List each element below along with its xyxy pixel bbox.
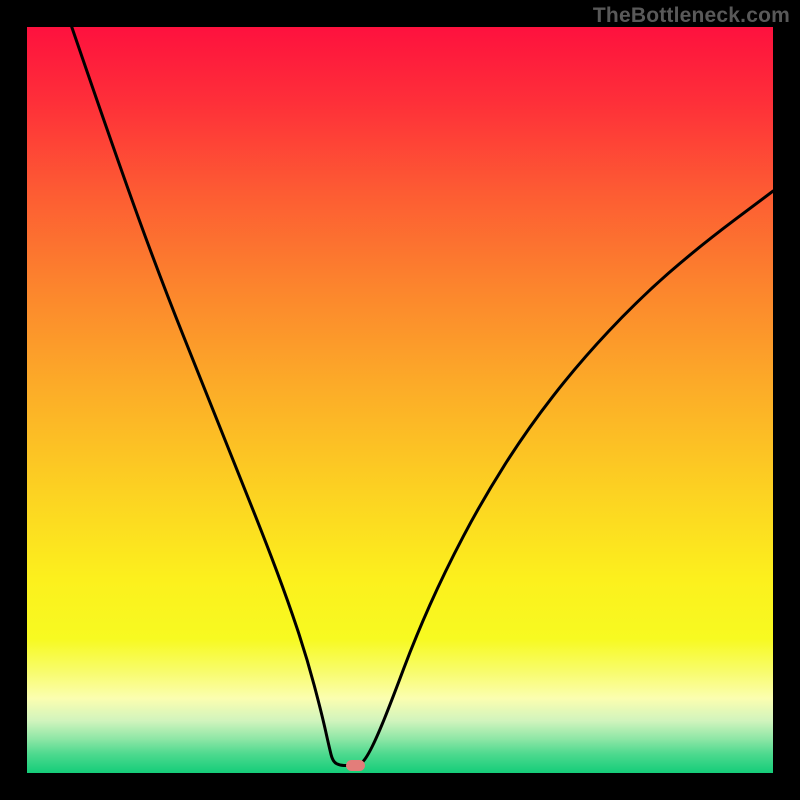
watermark-text: TheBottleneck.com xyxy=(593,4,790,28)
optimum-point-marker xyxy=(346,760,365,770)
chart-outer-frame: TheBottleneck.com xyxy=(0,0,800,800)
background-gradient xyxy=(27,27,773,773)
plot-area xyxy=(27,27,773,773)
